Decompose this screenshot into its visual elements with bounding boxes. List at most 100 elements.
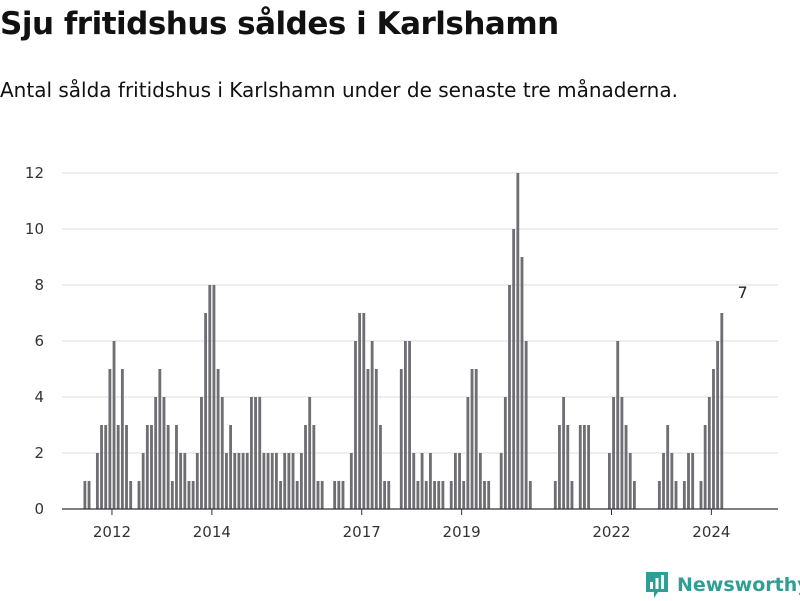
x-tick-label: 2017 [343,523,381,541]
bar [141,453,145,509]
bar [225,453,228,509]
bar [154,397,158,509]
bar [349,453,353,509]
highlight-value-label: 7 [738,283,748,302]
bar [262,453,266,509]
bar [358,313,362,509]
bar [200,397,203,509]
bar [458,453,461,509]
bar [245,453,249,509]
bar [387,481,391,509]
bar [583,425,586,509]
bar [125,425,128,509]
bar [607,453,611,509]
bar [212,285,216,509]
bar [587,425,591,509]
bar [295,481,299,509]
bar [699,481,703,509]
bar [299,453,303,509]
bar [628,453,632,509]
bar [370,341,374,509]
bar [195,453,199,509]
bar [691,453,695,509]
bar [508,285,511,509]
bar [229,425,233,509]
bar [183,453,187,509]
x-tick-label: 2019 [443,523,481,541]
bar [416,481,420,509]
bar [362,313,366,509]
bar [562,397,566,509]
bar [570,481,574,509]
x-tick-label: 2012 [93,523,131,541]
bar [237,453,241,509]
bar [241,453,245,509]
bar [558,425,561,509]
bar [216,369,220,509]
bar [108,369,112,509]
bar [129,481,133,509]
x-tick-label: 2014 [193,523,231,541]
bar [287,453,291,509]
bar [516,173,520,509]
bar [470,369,474,509]
bar [283,453,287,509]
bar [249,397,253,509]
bar [616,341,620,509]
bar [687,453,690,509]
bar [449,481,453,509]
brand-logo: Newsworthy [645,569,800,601]
bar [175,425,178,509]
bar [487,481,491,509]
bar [566,425,570,509]
chart-subtitle: Antal sålda fritidshus i Karlshamn under… [0,78,678,102]
bar [662,453,665,509]
bar [612,397,615,509]
bar [441,481,445,509]
page-title: Sju fritidshus såldes i Karlshamn [0,6,559,42]
x-axis: 2012 2014 2017 2019 2022 2024 [62,508,778,541]
y-tick-label: 8 [34,276,44,294]
bar [408,341,412,509]
bar [179,453,183,509]
bar [150,425,153,509]
bar [354,341,357,509]
bar [166,425,170,509]
bar [474,369,478,509]
bar [320,481,324,509]
y-tick-label: 10 [25,220,44,238]
bar [666,425,670,509]
bar [204,313,208,509]
bar [578,425,582,509]
bar [316,481,320,509]
y-tick-label: 4 [34,388,44,406]
bar [720,313,724,509]
bar [503,397,507,509]
bar [220,397,224,509]
brand-name: Newsworthy [677,574,800,596]
y-tick-label: 6 [34,332,44,350]
bar [520,257,524,509]
bar [333,481,337,509]
bar [254,397,257,509]
bar [366,369,370,509]
data-labels: 7 [738,283,748,302]
newsworthy-logo-icon [646,572,668,598]
bar [433,481,436,509]
bar [383,481,387,509]
bar [379,425,382,509]
bar [100,425,103,509]
bar [312,425,316,509]
bar [428,453,432,509]
bar [657,481,661,509]
bar [478,453,482,509]
bar [145,425,149,509]
bar [632,481,636,509]
bar [682,481,686,509]
bar [716,341,720,509]
bar [524,341,528,509]
y-tick-label: 2 [34,444,44,462]
y-axis: 0 2 4 6 8 10 12 [25,164,44,518]
bar [304,425,307,509]
